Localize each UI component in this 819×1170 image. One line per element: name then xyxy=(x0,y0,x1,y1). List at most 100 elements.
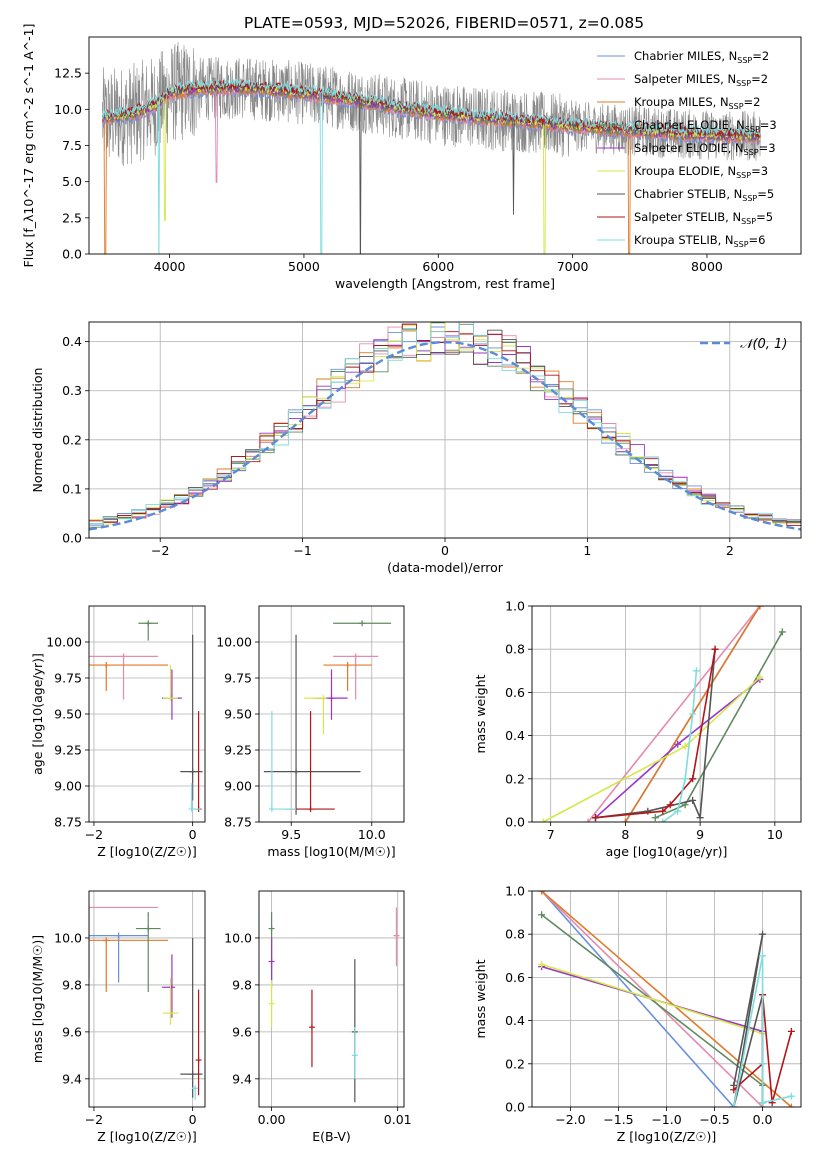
x-axis-label: wavelength [Angstrom, rest frame] xyxy=(335,276,555,291)
y-tick-label: 9.8 xyxy=(232,977,252,992)
weight-marker-kroupa_stelib xyxy=(692,667,700,675)
plot-area-mass_vs_ebv xyxy=(268,907,400,1103)
weight-marker-salpeter_stelib xyxy=(689,775,697,783)
y-tick-label: 0.4 xyxy=(62,334,82,349)
point-marker-salpeter_stelib xyxy=(308,1024,315,1031)
weight-line-kroupa_stelib xyxy=(662,670,698,822)
weight-marker-kroupa_stelib xyxy=(659,818,667,822)
y-tick-label: 10.00 xyxy=(46,635,82,650)
y-tick-label: 9.75 xyxy=(54,671,82,686)
weight-marker-kroupa_stelib xyxy=(787,1092,795,1100)
y-axis-label: Flux [f_λ10^-17 erg cm^-2 s^-1 A^-1] xyxy=(21,24,36,268)
point-marker-chabrier_elodie xyxy=(359,620,366,627)
point-marker-salpeter_elodie xyxy=(328,695,335,702)
x-tick-label: 9.5 xyxy=(281,827,301,842)
panel-mass_vs_Z: −2 0 9.4 9.6 9.8 10.0 Z [log10(Z/Z☉)] mass [log… xyxy=(30,890,206,1144)
y-tick-label: 12.5 xyxy=(54,66,82,81)
y-tick-label: 9.4 xyxy=(232,1071,252,1086)
y-axis-label: mass weight xyxy=(473,959,488,1038)
legend-label-salpeter_elodie: Salpeter ELODIE, NSSP=3 xyxy=(634,141,776,157)
plot-area-mass_vs_Z xyxy=(89,904,203,1100)
weight-marker-kroupa_miles xyxy=(538,891,546,895)
weight-marker-kroupa_miles xyxy=(787,1103,795,1107)
point-marker-salpeter_stelib xyxy=(307,806,314,813)
point-marker-kroupa_stelib xyxy=(268,806,275,813)
weight-line-chabrier_stelib xyxy=(595,649,716,819)
panel-weight_vs_age: 7 8 9 10 0.0 0.2 0.4 0.6 0.8 1.0 age [log10(age/yr… xyxy=(473,599,802,859)
y-axis-label: mass weight xyxy=(473,674,488,753)
plot-area-residuals xyxy=(89,322,801,538)
y-tick-label: 9.00 xyxy=(224,779,252,794)
y-tick-label: 10.0 xyxy=(54,930,82,945)
weight-line-kroupa_elodie xyxy=(541,963,763,1035)
weight-marker-kroupa_stelib xyxy=(759,1060,767,1068)
y-tick-label: 0.4 xyxy=(505,1013,525,1028)
y-tick-label: 0.2 xyxy=(505,771,525,786)
axes-frame xyxy=(88,890,206,1108)
weight-marker-salpeter_stelib xyxy=(730,1086,738,1094)
plot-area-age_vs_Z xyxy=(89,620,203,813)
x-tick-label: −2 xyxy=(85,1112,103,1127)
y-tick-label: 9.8 xyxy=(62,977,82,992)
plots-layer: 4000 5000 6000 7000 80000.02.55.07.510.012.5… xyxy=(21,24,802,1144)
weight-marker-chabrier_stelib xyxy=(696,814,704,822)
y-tick-label: 9.4 xyxy=(62,1071,82,1086)
weight-marker-kroupa_stelib xyxy=(689,710,697,718)
y-tick-label: 10.00 xyxy=(216,635,252,650)
point-marker-chabrier_miles xyxy=(115,932,122,939)
weight-marker-salpeter_elodie xyxy=(674,740,682,748)
x-tick-label: −2 xyxy=(151,543,169,558)
point-marker-salpeter_stelib xyxy=(195,1057,202,1064)
legend-label-salpeter_stelib: Salpeter STELIB, NSSP=5 xyxy=(634,210,773,226)
axes-frame xyxy=(88,605,206,823)
y-tick-label: 9.75 xyxy=(224,671,252,686)
x-tick-label: 7 xyxy=(547,827,555,842)
weight-marker-kroupa_elodie xyxy=(756,673,764,681)
x-tick-label: 7000 xyxy=(557,259,589,274)
axes-frame xyxy=(258,605,405,823)
y-tick-label: 8.75 xyxy=(54,815,82,830)
weight-marker-salpeter_stelib xyxy=(666,801,674,809)
point-marker-salpeter_miles xyxy=(120,653,127,660)
y-tick-label: 9.6 xyxy=(232,1024,252,1039)
legend-label-chabrier_elodie: Chabrier ELODIE, NSSP=3 xyxy=(634,118,777,134)
y-tick-label: 0.1 xyxy=(62,481,82,496)
point-marker-chabrier_stelib xyxy=(293,768,300,775)
weight-marker-chabrier_elodie xyxy=(538,911,546,919)
weight-marker-kroupa_miles xyxy=(756,606,764,610)
weight-marker-kroupa_elodie xyxy=(538,960,546,968)
x-tick-label: 6000 xyxy=(422,259,454,274)
point-marker-chabrier_stelib xyxy=(189,768,196,775)
weight-marker-kroupa_stelib xyxy=(674,807,682,815)
point-marker-kroupa_stelib xyxy=(192,1085,199,1092)
x-axis-label: mass [log10(M/M☉)] xyxy=(267,844,395,859)
plot-area-age_vs_mass xyxy=(263,620,392,815)
x-axis-label: E(B-V) xyxy=(312,1129,351,1144)
axes-frame xyxy=(258,890,405,1108)
y-tick-label: 9.00 xyxy=(54,779,82,794)
x-axis-label: Z [log10(Z/Z☉)] xyxy=(97,844,197,859)
panel-spectrum: 4000 5000 6000 7000 8000 0.0 2.5 5.0 7.5 10.0 12.5… xyxy=(21,24,802,291)
y-tick-label: 5.0 xyxy=(62,174,82,189)
x-axis-label: (data-model)/error xyxy=(387,560,504,575)
weight-marker-kroupa_stelib xyxy=(759,1099,767,1107)
y-axis-label: mass [log10(M/M☉)] xyxy=(30,935,45,1063)
y-tick-label: 8.75 xyxy=(224,815,252,830)
x-axis-label: age [log10(age/yr)] xyxy=(606,844,728,859)
y-tick-label: 10.0 xyxy=(54,102,82,117)
y-axis-label: Normed distribution xyxy=(30,368,45,493)
legend-label-gaussian: 𝒩(0, 1) xyxy=(740,337,787,352)
y-tick-label: 0.6 xyxy=(505,685,525,700)
point-marker-kroupa_elodie xyxy=(167,695,174,702)
x-tick-label: 8 xyxy=(621,827,629,842)
x-tick-label: −0.5 xyxy=(699,1112,729,1127)
y-tick-label: 0.3 xyxy=(62,383,82,398)
x-tick-label: 0 xyxy=(189,1112,197,1127)
point-marker-salpeter_miles xyxy=(89,904,92,911)
y-tick-label: 0.2 xyxy=(505,1056,525,1071)
x-tick-label: −1.0 xyxy=(651,1112,681,1127)
gaussian-curve xyxy=(89,340,801,531)
weight-marker-salpeter_stelib xyxy=(592,814,600,822)
point-marker-kroupa_miles xyxy=(344,662,351,669)
weight-marker-salpeter_miles xyxy=(584,818,592,822)
